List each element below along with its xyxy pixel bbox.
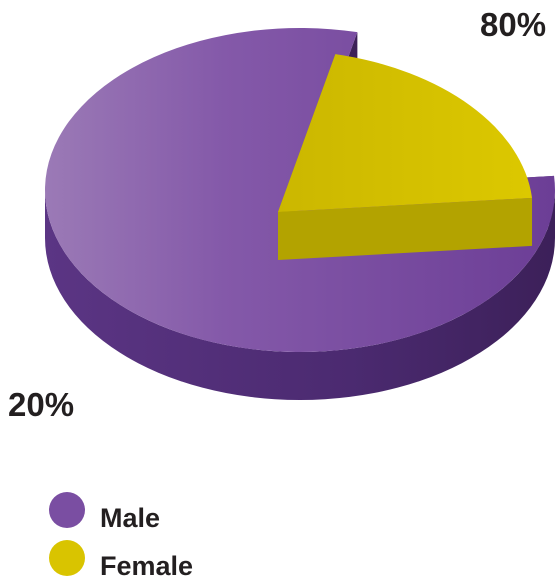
- legend-item-female: Female: [49, 540, 193, 581]
- legend-label-female: Female: [100, 551, 193, 581]
- legend-label-male: Male: [100, 503, 160, 533]
- data-labels: 80% 20%: [8, 6, 546, 423]
- slice-female: [278, 54, 533, 212]
- data-label-female: 20%: [8, 386, 74, 423]
- legend-swatch-female: [49, 540, 85, 576]
- slice-male-side: [45, 190, 555, 400]
- data-label-male: 80%: [480, 6, 546, 43]
- slices-layer: [45, 28, 556, 400]
- slice-female-end-wall: [278, 197, 533, 260]
- legend: Male Female: [49, 492, 193, 581]
- legend-item-male: Male: [49, 492, 160, 533]
- legend-swatch-male: [49, 492, 85, 528]
